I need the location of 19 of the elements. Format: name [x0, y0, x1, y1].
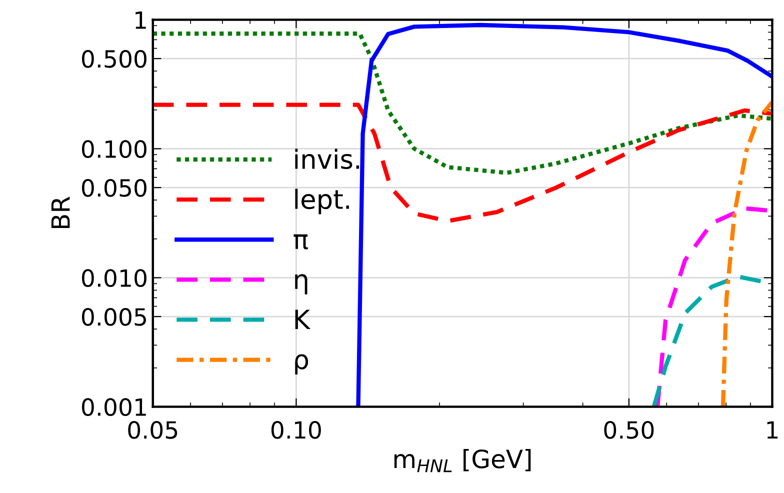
legend-label: η: [295, 274, 308, 294]
legend-label: lept.: [295, 188, 349, 214]
y-tick-label: 1: [136, 11, 146, 29]
legend-label: invis.: [295, 148, 360, 170]
y-axis-title: BR: [51, 196, 70, 228]
y-tick-label: 0.001: [82, 398, 146, 416]
y-tick-label: 0.005: [82, 308, 146, 326]
x-tick-label: 0.50: [604, 421, 654, 439]
legend-label: π: [294, 234, 308, 250]
y-tick-label: 0.050: [82, 179, 146, 197]
x-tick-label: 1: [767, 421, 778, 439]
y-tick-label: 0.100: [82, 140, 146, 158]
y-tick-label: 0.500: [82, 50, 146, 68]
x-tick-label: 0.05: [128, 421, 178, 439]
x-tick-label: 0.10: [271, 421, 321, 439]
y-tick-label: 0.010: [82, 269, 146, 288]
x-axis-title: m$_{HNL}$ [GeV]: [394, 449, 531, 472]
legend-label: K: [295, 310, 311, 329]
legend-label: ρ: [295, 354, 308, 374]
